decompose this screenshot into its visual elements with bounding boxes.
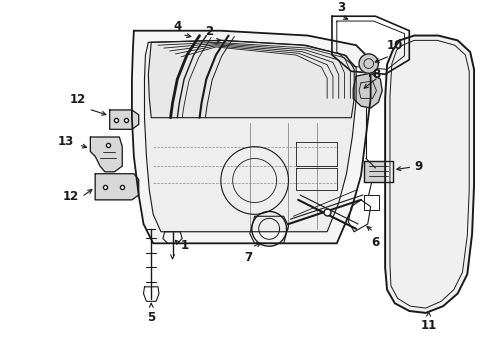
Polygon shape [110,110,139,129]
Text: 8: 8 [372,68,380,81]
Polygon shape [90,137,122,172]
Polygon shape [359,54,378,73]
Text: 3: 3 [338,1,346,14]
Text: 9: 9 [414,159,422,172]
Text: 10: 10 [387,39,403,52]
Text: 5: 5 [147,311,155,324]
Text: 7: 7 [244,251,252,264]
Polygon shape [353,73,382,108]
Polygon shape [132,31,370,243]
Text: 12: 12 [70,93,86,106]
Text: 1: 1 [180,239,188,252]
Polygon shape [364,161,393,183]
Text: 13: 13 [58,135,74,148]
Polygon shape [95,174,139,200]
Text: 2: 2 [205,26,213,39]
Text: 12: 12 [63,190,79,203]
Text: 6: 6 [371,235,380,249]
Text: 4: 4 [173,20,181,33]
Polygon shape [145,40,356,232]
Polygon shape [148,40,354,118]
Text: 11: 11 [420,319,437,332]
Polygon shape [385,36,474,313]
